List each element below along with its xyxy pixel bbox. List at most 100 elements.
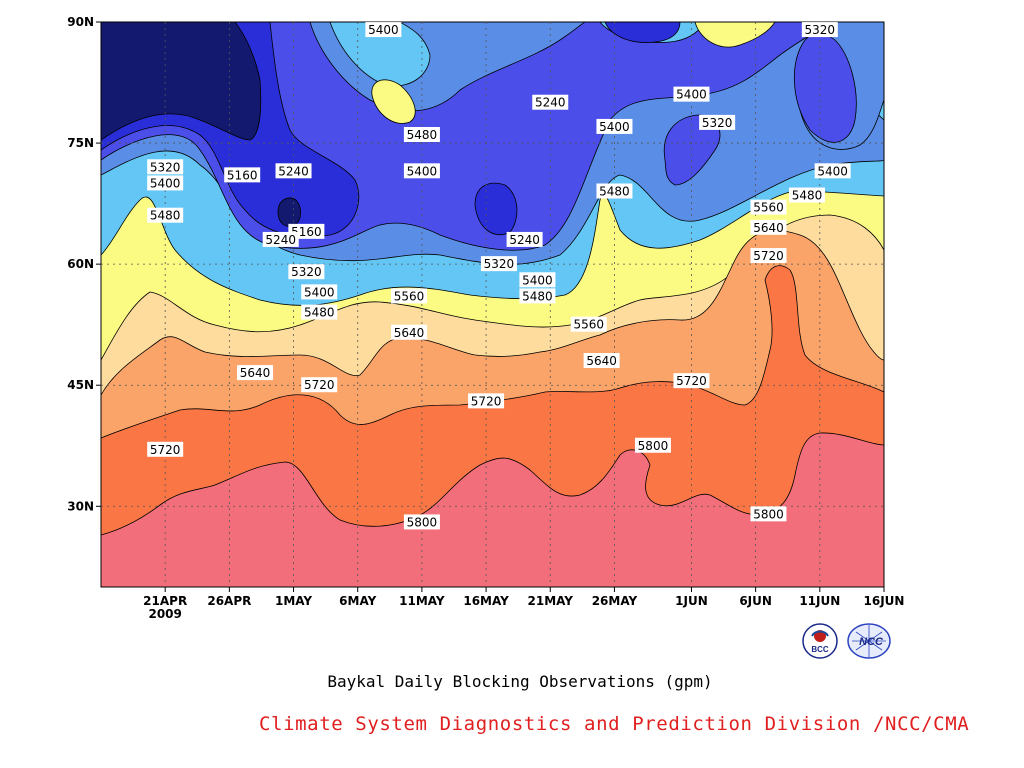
contour-label-5480: 5480 xyxy=(596,183,633,199)
contour-label-text: 5400 xyxy=(676,88,707,102)
contour-label-5480: 5480 xyxy=(519,288,556,304)
contour-label-5800: 5800 xyxy=(634,437,671,453)
contour-label-text: 5480 xyxy=(150,209,181,223)
contour-label-text: 5320 xyxy=(805,23,836,37)
contour-label-text: 5640 xyxy=(586,354,617,368)
contour-label-text: 5240 xyxy=(509,233,540,247)
x-tick-label: 1MAY xyxy=(275,594,312,608)
contour-label-text: 5800 xyxy=(638,439,669,453)
x-tick-label: 11MAY xyxy=(399,594,445,608)
contour-label-text: 5480 xyxy=(304,306,335,320)
contour-label-5720: 5720 xyxy=(301,377,338,393)
contour-label-5240: 5240 xyxy=(506,231,543,247)
ncc-logo: NCC xyxy=(846,622,892,660)
contour-label-text: 5400 xyxy=(817,164,848,178)
contour-label-box xyxy=(673,373,710,389)
contour-label-box xyxy=(301,284,338,300)
contour-label-box xyxy=(801,22,838,38)
contour-label-5400: 5400 xyxy=(519,272,556,288)
x-tick-label: 26MAY xyxy=(592,594,638,608)
contour-label-box xyxy=(519,288,556,304)
contour-label-text: 5480 xyxy=(407,128,438,142)
contour-label-5640: 5640 xyxy=(237,365,274,381)
contour-label-box xyxy=(750,219,787,235)
contour-label-text: 5480 xyxy=(792,189,823,203)
contour-fills xyxy=(101,22,884,587)
contour-label-5400: 5400 xyxy=(596,118,633,134)
x-tick-label: 2009 xyxy=(148,607,181,621)
contour-label-text: 5400 xyxy=(368,23,399,37)
region-above-5800 xyxy=(101,432,884,587)
contour-label-text: 5160 xyxy=(227,168,258,182)
x-tick-label: 21MAY xyxy=(528,594,574,608)
contour-label-box xyxy=(788,187,825,203)
y-axis: 30N 45N 60N 75N 90N xyxy=(67,15,101,513)
contour-label-5720: 5720 xyxy=(750,248,787,264)
contour-label-box xyxy=(275,163,312,179)
contour-label-5720: 5720 xyxy=(673,373,710,389)
bcc-logo-text: BCC xyxy=(811,645,829,654)
contour-label-box xyxy=(224,167,261,183)
contour-label-text: 5560 xyxy=(573,318,604,332)
contour-label-5320: 5320 xyxy=(801,22,838,38)
y-tick-label: 75N xyxy=(67,136,94,150)
contour-label-5320: 5320 xyxy=(147,159,184,175)
y-tick-label: 45N xyxy=(67,378,94,392)
region-below-5160 xyxy=(101,22,262,141)
contour-label-box xyxy=(301,377,338,393)
contour-label-box xyxy=(634,437,671,453)
contour-label-text: 5160 xyxy=(291,225,322,239)
contour-label-5320: 5320 xyxy=(288,264,325,280)
contour-label-5400: 5400 xyxy=(814,163,851,179)
contour-label-5480: 5480 xyxy=(403,127,440,142)
contour-label-5480: 5480 xyxy=(147,207,184,223)
contour-label-box xyxy=(596,183,633,199)
contour-label-box xyxy=(596,118,633,134)
contour-label-text: 5720 xyxy=(150,443,181,457)
x-tick-label: 16MAY xyxy=(463,594,509,608)
contour-label-box xyxy=(403,163,440,179)
contour-label-5640: 5640 xyxy=(391,324,428,340)
contour-label-box xyxy=(147,441,184,457)
contour-label-5480: 5480 xyxy=(788,187,825,203)
contour-label-box xyxy=(570,316,607,332)
ncc-logo-text: NCC xyxy=(859,636,884,648)
contour-label-box xyxy=(147,159,184,175)
region-5160-5240-north xyxy=(604,22,681,43)
contour-label-text: 5720 xyxy=(676,374,707,388)
contour-label-5320: 5320 xyxy=(480,256,517,272)
contour-label-box xyxy=(583,353,620,368)
contour-label-box xyxy=(750,506,787,522)
contour-label-text: 5400 xyxy=(599,120,630,134)
contour-label-5160: 5160 xyxy=(224,167,261,183)
contour-label-5240: 5240 xyxy=(532,94,569,110)
contour-label-text: 5400 xyxy=(150,176,181,190)
contour-label-text: 5400 xyxy=(304,285,335,299)
contour-label-box xyxy=(750,248,787,264)
contour-label-box xyxy=(699,114,736,130)
contour-label-box xyxy=(147,207,184,223)
contour-label-text: 5800 xyxy=(753,507,784,521)
bcc-logo: BCC xyxy=(801,622,839,660)
contour-label-text: 5640 xyxy=(753,221,784,235)
contour-label-text: 5320 xyxy=(291,265,322,279)
contour-label-text: 5240 xyxy=(278,164,309,178)
contour-label-text: 5720 xyxy=(753,249,784,263)
contour-label-box xyxy=(814,163,851,179)
contour-label-text: 5720 xyxy=(471,394,502,408)
contour-label-box xyxy=(288,264,325,280)
contour-label-text: 5400 xyxy=(522,273,553,287)
contour-label-5720: 5720 xyxy=(147,441,184,457)
contour-label-5480: 5480 xyxy=(301,304,338,320)
x-tick-label: 6JUN xyxy=(739,594,772,608)
contour-label-box xyxy=(480,256,517,272)
contour-label-box xyxy=(301,304,338,320)
contour-label-5320: 5320 xyxy=(699,114,736,130)
contour-label-text: 5560 xyxy=(394,289,425,303)
contour-label-5640: 5640 xyxy=(750,219,787,235)
contour-label-box xyxy=(391,324,428,340)
footer-credit: Climate System Diagnostics and Predictio… xyxy=(259,713,970,735)
x-tick-label: 6MAY xyxy=(339,594,376,608)
chart-title: Baykal Daily Blocking Observations (gpm) xyxy=(327,672,713,691)
